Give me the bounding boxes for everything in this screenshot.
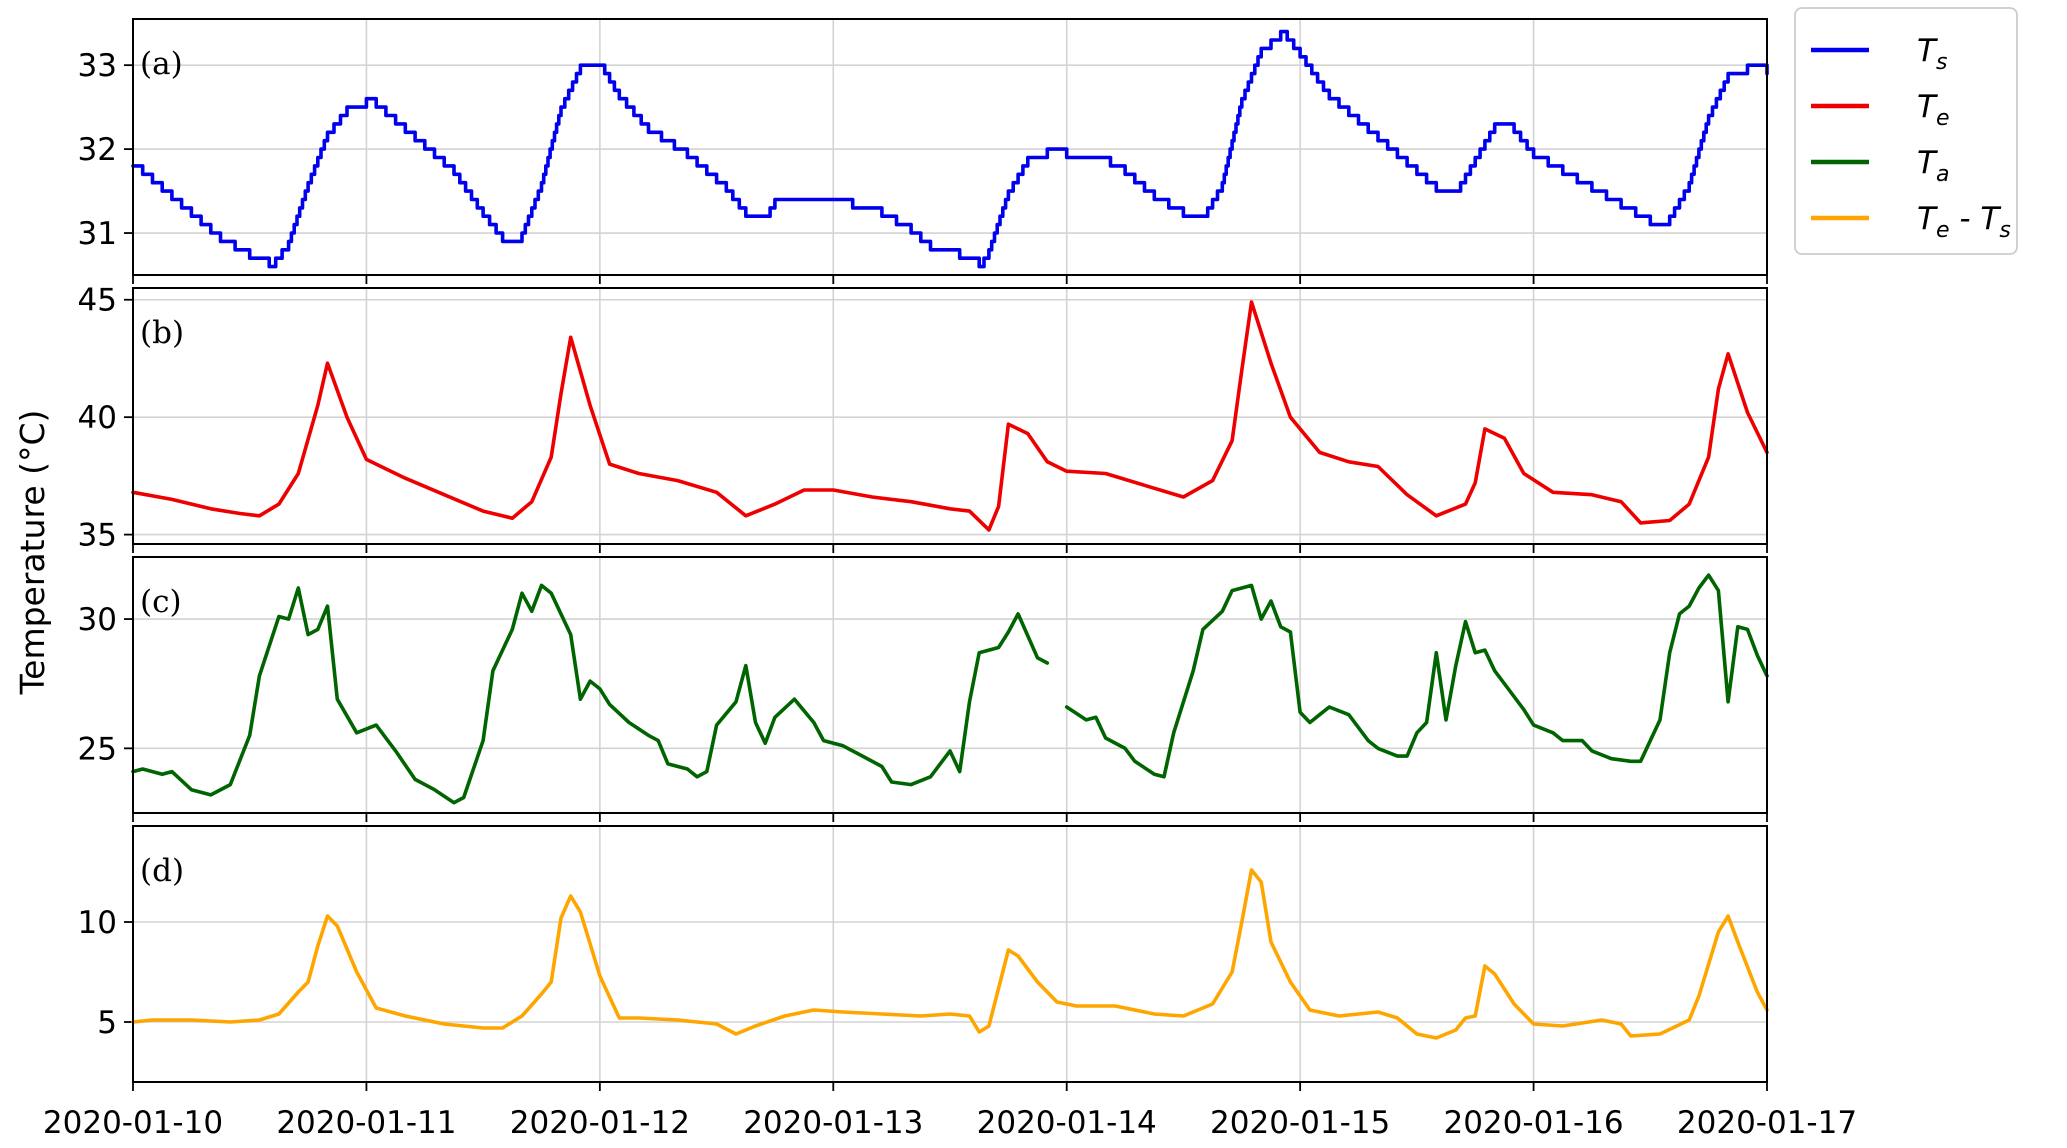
panel-b: 35 40 45 (b): [78, 283, 1769, 554]
series-line-te-0: [131, 300, 1769, 532]
series-line-tets-0: [131, 868, 1769, 1040]
y-tick-label: 30: [78, 602, 117, 638]
legend-label: Ta: [1917, 145, 1949, 187]
x-tick-label: 2020-01-11: [276, 1105, 456, 1141]
y-tick-label: 35: [78, 518, 117, 554]
panel-frame: [132, 825, 1768, 1083]
series-line-ta-1: [1064, 573, 1769, 779]
legend-item: Te - Ts: [1811, 201, 2011, 243]
y-tick-label: 32: [78, 132, 117, 168]
x-tick-label: 2020-01-17: [1677, 1105, 1857, 1141]
x-tick-label: 2020-01-15: [1210, 1105, 1390, 1141]
y-tick-label: 33: [78, 48, 117, 84]
legend-item: Ta: [1811, 145, 1949, 187]
legend-label: Te: [1917, 89, 1949, 131]
x-tick-labels: 2020-01-10 2020-01-11 2020-01-12 2020-01-13…: [43, 1105, 1857, 1141]
y-tick-label: 25: [78, 731, 117, 767]
y-tick-label: 5: [97, 1005, 117, 1041]
y-tick-label: 31: [78, 216, 117, 252]
series-line-ta-0: [131, 583, 1050, 805]
panel-label: (b): [140, 315, 184, 351]
series-line-ts-0: [131, 29, 1769, 269]
legend-item: Ts: [1811, 33, 1947, 75]
panel-frame: [132, 18, 1768, 276]
legend: Ts Te Ta Te - Ts: [1794, 7, 2018, 255]
x-tick-label: 2020-01-14: [977, 1105, 1157, 1141]
panels-layer: 31 32 33 (a) 35 40 45 (b) 25 30 (c) 5 10 (d): [78, 18, 1769, 1091]
panel-frame: [132, 556, 1768, 814]
y-tick-label: 10: [78, 905, 117, 941]
x-tick-label: 2020-01-12: [510, 1105, 690, 1141]
y-tick-label: 45: [78, 283, 117, 319]
legend-label: Ts: [1917, 33, 1947, 75]
panel-label: (c): [140, 584, 182, 620]
y-axis-label: Temperature (°C): [13, 410, 52, 696]
x-tick-label: 2020-01-13: [743, 1105, 923, 1141]
legend-box: [1794, 7, 2018, 255]
y-tick-label: 40: [78, 400, 117, 436]
legend-item: Te: [1811, 89, 1949, 131]
legend-label: Te - Ts: [1917, 201, 2011, 243]
panel-frame: [132, 287, 1768, 545]
panel-label: (a): [140, 46, 183, 82]
panel-d: 5 10 (d): [78, 825, 1769, 1091]
x-tick-label: 2020-01-10: [43, 1105, 223, 1141]
panel-a: 31 32 33 (a): [78, 18, 1769, 284]
panel-label: (d): [140, 853, 184, 889]
panel-c: 25 30 (c): [78, 556, 1769, 822]
x-tick-label: 2020-01-16: [1443, 1105, 1623, 1141]
